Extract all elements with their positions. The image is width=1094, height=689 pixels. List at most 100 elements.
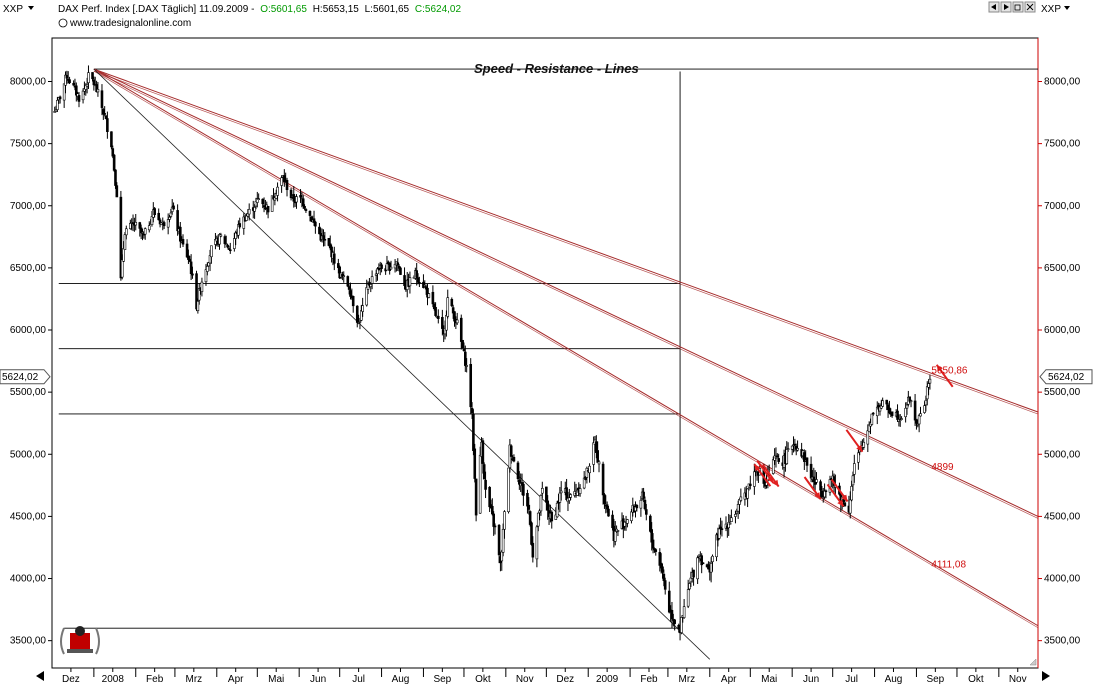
y-tick-label-left: 6500,00 — [10, 263, 47, 274]
price-candle — [299, 195, 302, 198]
scroll-right-icon[interactable] — [1042, 671, 1050, 681]
resize-grip-icon[interactable] — [1029, 658, 1037, 666]
svg-text:5624,02: 5624,02 — [1048, 372, 1085, 383]
price-candle — [134, 222, 138, 226]
price-candle — [253, 207, 256, 212]
price-candle — [512, 457, 516, 462]
price-candle — [630, 511, 633, 521]
price-candle — [919, 413, 922, 417]
price-candle — [643, 499, 647, 510]
x-tick-label: Feb — [640, 674, 658, 685]
price-candle — [472, 413, 475, 451]
y-tick-label-left: 7000,00 — [10, 201, 47, 212]
ohlc-high: H:5653,15 — [313, 4, 360, 15]
price-candle — [349, 290, 352, 297]
y-tick-label-right: 6000,00 — [1044, 325, 1081, 336]
price-candle — [451, 307, 455, 314]
price-candle — [509, 445, 513, 457]
price-candle — [686, 589, 690, 607]
price-candle — [692, 569, 695, 578]
price-candle — [228, 249, 232, 252]
price-candle — [597, 461, 601, 465]
price-candle — [736, 503, 740, 512]
price-candle — [189, 261, 193, 275]
price-candle — [507, 467, 510, 513]
price-candle — [890, 411, 894, 417]
x-tick-label: Nov — [1009, 674, 1027, 685]
price-candle — [388, 262, 391, 271]
price-candle — [304, 209, 308, 211]
price-candle — [853, 463, 856, 475]
bottom-scroll-controls — [36, 658, 1050, 681]
x-tick-label: Mai — [761, 674, 777, 685]
x-tick-label: 2009 — [596, 674, 619, 685]
y-tick-label-left: 4500,00 — [10, 511, 47, 522]
next-icon[interactable] — [1000, 1, 1012, 13]
ohlc-open: O:5601,65 — [260, 4, 307, 15]
price-candle — [110, 131, 113, 148]
price-candle — [649, 515, 652, 532]
price-candle — [426, 287, 429, 298]
price-candle — [358, 321, 362, 323]
price-candle — [172, 205, 175, 210]
price-candle — [491, 505, 494, 515]
price-candle — [913, 400, 917, 421]
price-candle — [917, 415, 921, 425]
x-tick-label: Apr — [721, 674, 737, 685]
prev-icon[interactable] — [988, 1, 1000, 13]
price-candle — [129, 222, 132, 229]
price-candle — [332, 253, 336, 264]
price-candle — [346, 276, 350, 287]
x-tick-label: Feb — [146, 674, 164, 685]
close-icon[interactable] — [1024, 1, 1036, 13]
price-candle — [870, 413, 874, 425]
price-candle — [550, 511, 554, 522]
price-candle — [238, 223, 242, 228]
symbol-left[interactable]: XXP — [3, 4, 23, 15]
price-candle — [539, 495, 543, 512]
price-candle — [351, 296, 355, 307]
restore-icon[interactable] — [1012, 1, 1024, 13]
price-candle — [455, 319, 459, 324]
price-candle — [264, 207, 267, 210]
y-tick-label-right: 4500,00 — [1044, 511, 1081, 522]
chart-title: Speed - Resistance - Lines — [474, 61, 639, 76]
price-candle — [347, 286, 351, 290]
price-candle — [809, 463, 813, 479]
signal-arrow-head — [754, 464, 761, 472]
price-candle — [605, 504, 609, 510]
price-candle — [531, 542, 535, 558]
symbol-dropdown-icon[interactable] — [28, 6, 34, 10]
price-candle — [464, 351, 467, 366]
price-candle — [696, 557, 699, 580]
symbol-right[interactable]: XXP — [1041, 4, 1061, 15]
price-candle — [355, 305, 359, 323]
price-candle — [200, 281, 204, 292]
scroll-left-icon[interactable] — [36, 671, 44, 681]
price-candle — [270, 195, 274, 212]
x-tick-label: 2008 — [102, 674, 125, 685]
price-candle — [285, 179, 289, 191]
x-tick-label: Dez — [556, 674, 574, 685]
price-candle — [720, 528, 724, 530]
x-tick-label: Mai — [268, 674, 284, 685]
price-candle — [478, 454, 482, 514]
price-candle — [441, 317, 444, 329]
x-tick-label: Jul — [845, 674, 858, 685]
price-candle — [103, 113, 106, 115]
price-candle — [143, 228, 147, 235]
x-tick-label: Jun — [310, 674, 326, 685]
price-candle — [218, 234, 221, 245]
price-candle — [233, 238, 236, 249]
signal-arrow-head — [837, 499, 844, 507]
price-candle — [322, 235, 325, 240]
annotation-label: 4899 — [931, 462, 954, 473]
price-candle — [885, 399, 889, 405]
price-candle — [374, 273, 378, 276]
svg-text:DAX Perf. Index [.DAX Täglich: DAX Perf. Index [.DAX Täglich] 11.09.200… — [58, 4, 461, 15]
price-candle — [530, 522, 533, 545]
price-candle — [915, 419, 918, 424]
price-candle — [153, 208, 156, 216]
price-candle — [226, 244, 229, 248]
symbol-right-dropdown-icon[interactable] — [1064, 6, 1070, 10]
